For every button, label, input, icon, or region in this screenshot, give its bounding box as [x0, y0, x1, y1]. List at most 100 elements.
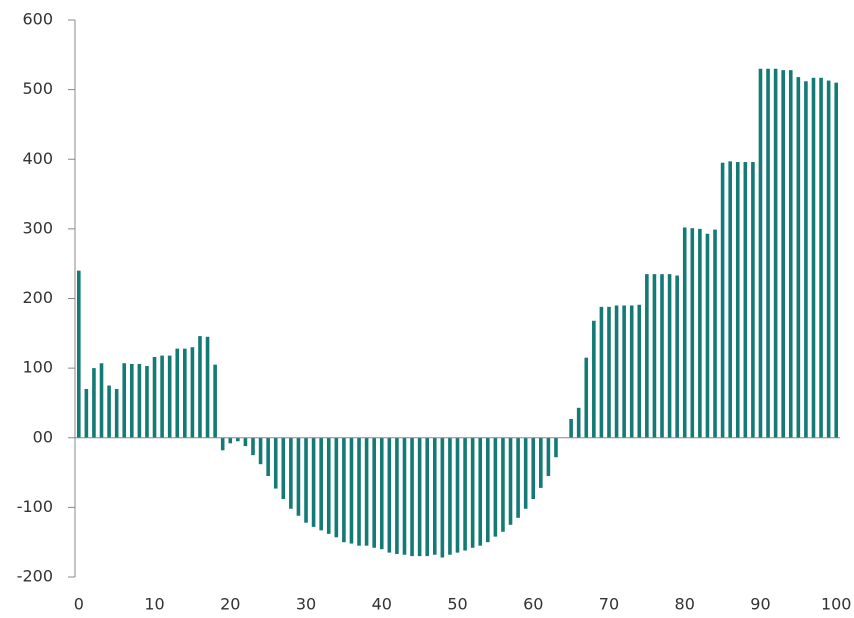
- y-tick-label: 500: [22, 79, 53, 98]
- bar: [175, 348, 180, 438]
- bar: [372, 437, 376, 548]
- y-tick-label: 00: [33, 427, 53, 446]
- bar: [251, 437, 255, 456]
- bar: [236, 437, 240, 442]
- bar: [145, 366, 149, 438]
- y-tick-label: -200: [17, 567, 53, 586]
- y-tick-label: 300: [22, 218, 53, 237]
- x-tick-label: 40: [372, 595, 392, 614]
- bar: [796, 77, 801, 438]
- bar: [781, 70, 785, 438]
- y-tick-label: 200: [22, 288, 53, 307]
- bar: [289, 437, 293, 509]
- bar: [130, 363, 134, 438]
- x-tick-label: 30: [296, 595, 316, 614]
- bar: [198, 336, 202, 438]
- bar: [569, 418, 573, 438]
- bar: [629, 305, 634, 438]
- bar: [539, 437, 543, 488]
- y-tick-label: -100: [17, 497, 53, 516]
- bar: [743, 162, 748, 438]
- bar: [152, 356, 157, 438]
- x-tick-label: 20: [220, 595, 240, 614]
- bar: [410, 437, 414, 557]
- bar: [645, 274, 649, 438]
- bar: [92, 368, 96, 438]
- bar: [334, 437, 339, 538]
- bar: [455, 437, 460, 553]
- x-tick-label: 60: [523, 595, 543, 614]
- x-tick-label: 90: [750, 595, 770, 614]
- bar: [402, 437, 407, 555]
- bar: [190, 347, 195, 438]
- bar: [652, 274, 657, 438]
- x-tick-label: 0: [74, 595, 84, 614]
- bar: [804, 81, 808, 438]
- y-tick-label: 400: [22, 149, 53, 168]
- bar: [698, 228, 702, 438]
- bar: [228, 437, 233, 444]
- bar: [342, 437, 346, 543]
- bar: [266, 437, 270, 477]
- bar: [834, 82, 839, 438]
- y-tick-label: 100: [22, 358, 53, 377]
- bar: [614, 305, 619, 438]
- bar: [281, 437, 286, 500]
- bar: [773, 68, 778, 438]
- bar: [637, 304, 642, 438]
- bar: [160, 355, 164, 438]
- bar: [758, 68, 763, 438]
- x-tick-label: 80: [675, 595, 695, 614]
- bar: [387, 437, 392, 553]
- bar: [751, 162, 755, 438]
- bar: [592, 320, 596, 438]
- bar: [273, 437, 278, 489]
- bar: [311, 437, 316, 527]
- bar: [713, 229, 717, 438]
- bar: [84, 389, 89, 438]
- bar: [607, 306, 611, 438]
- bar: [114, 389, 119, 438]
- bar: [205, 336, 210, 438]
- bar: [667, 274, 672, 438]
- bar: [675, 275, 679, 438]
- bar: [304, 437, 308, 523]
- bar: [576, 407, 581, 438]
- bar: [811, 77, 816, 438]
- bar: [440, 437, 445, 558]
- bar: [516, 437, 520, 518]
- bar: [501, 437, 505, 532]
- bar: [417, 437, 422, 557]
- bar: [826, 80, 831, 438]
- bar: [788, 70, 793, 438]
- bar: [425, 437, 430, 557]
- x-tick-label: 50: [447, 595, 467, 614]
- bar: [463, 437, 467, 551]
- bar: [622, 305, 626, 438]
- bar: [660, 274, 664, 438]
- bar: [705, 233, 710, 438]
- bar: [76, 270, 81, 438]
- bar: [478, 437, 483, 546]
- bar: [99, 363, 104, 438]
- bar: [349, 437, 354, 544]
- bar: [395, 437, 399, 555]
- bar: [531, 437, 536, 500]
- bar: [735, 162, 740, 438]
- x-tick-label: 10: [144, 595, 164, 614]
- bar: [220, 437, 225, 451]
- bar: [682, 227, 687, 438]
- bar: [319, 437, 323, 531]
- bar: [122, 363, 127, 438]
- bar: [107, 385, 111, 438]
- bar: [546, 437, 551, 477]
- bar: [584, 357, 589, 438]
- bar: [137, 363, 142, 438]
- bar: [766, 68, 770, 438]
- bar: [379, 437, 384, 550]
- bar: [493, 437, 498, 537]
- bar: [819, 77, 823, 438]
- bar: [326, 437, 331, 534]
